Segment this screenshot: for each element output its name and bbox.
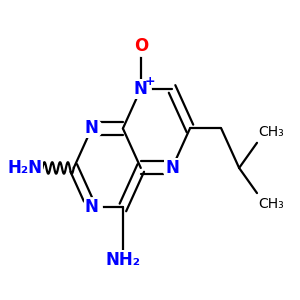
Text: N: N — [85, 119, 99, 137]
Text: O: O — [134, 37, 148, 55]
Text: N: N — [165, 159, 179, 177]
Text: +: + — [144, 75, 155, 88]
Text: CH₃: CH₃ — [258, 197, 284, 211]
Text: H₂N: H₂N — [8, 159, 43, 177]
Text: CH₃: CH₃ — [258, 125, 284, 139]
Text: NH₂: NH₂ — [105, 250, 140, 268]
Text: N: N — [85, 199, 99, 217]
Text: N: N — [134, 80, 148, 98]
